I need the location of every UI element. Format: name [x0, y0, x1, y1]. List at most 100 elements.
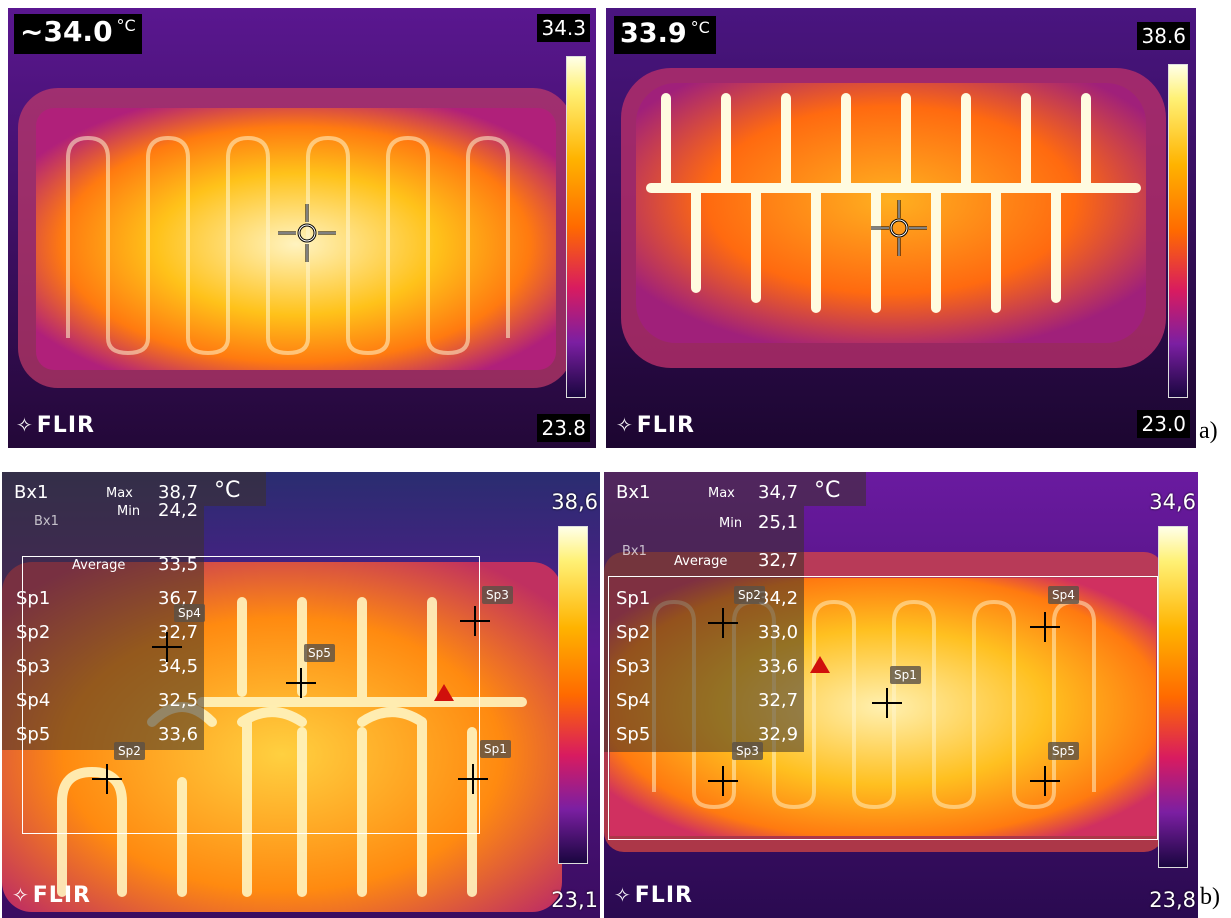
spot-marker-sp3[interactable] — [708, 766, 738, 796]
spot-name: Sp4 — [616, 690, 651, 711]
min-label: Min — [117, 504, 141, 519]
spot-marker-sp5[interactable] — [1030, 766, 1060, 796]
spot-marker-sp3[interactable] — [460, 606, 490, 636]
spot-tag: Sp2 — [734, 586, 765, 604]
thermal-heatmap — [606, 8, 1196, 448]
min-value: 24,2 — [158, 500, 199, 521]
measurement-box-bx1[interactable] — [608, 576, 1158, 840]
measurement-text: Bx1 Max 38,7 Bx1 Min 24,2 Average 33,5 S… — [2, 472, 198, 745]
flir-logo: ✧ FLIR — [12, 883, 91, 908]
temperature-unit: °C — [690, 18, 710, 37]
spot-name: Sp3 — [16, 656, 51, 677]
temperature-unit: °C — [814, 478, 841, 503]
scale-max-value: 38.6 — [1137, 22, 1190, 50]
spot-tag: Sp3 — [482, 586, 513, 604]
spot-marker-sp4[interactable] — [1030, 612, 1060, 642]
spot-tag: Sp3 — [732, 742, 763, 760]
spot-name: Sp1 — [616, 588, 651, 609]
thermal-image-a-left: ~34.0 °C 34.3 23.8 ✧ FLIR — [8, 8, 596, 448]
measurement-box-bx1[interactable] — [22, 556, 480, 834]
spot-value: 33,6 — [158, 724, 199, 745]
scale-min-value: 23,8 — [1149, 888, 1196, 912]
measurement-text: Bx1 Max 34,7 Bx1 Min 25,1 Average 32,7 S… — [604, 472, 798, 745]
max-value: 34,7 — [758, 482, 799, 503]
average-value: 32,7 — [758, 550, 799, 571]
spot-tag: Sp1 — [890, 666, 921, 684]
color-scale-bar — [1168, 64, 1188, 398]
scale-max-value: 38,6 — [551, 490, 598, 514]
thermal-image-b-left: Bx1 Max 38,7 Bx1 Min 24,2 Average 33,5 S… — [2, 472, 600, 918]
spot-marker-sp2[interactable] — [92, 764, 122, 794]
measurement-panel — [2, 472, 204, 750]
spot-value: 33,6 — [758, 656, 799, 677]
max-label: Max — [106, 486, 133, 501]
flir-logo: ✧ FLIR — [616, 413, 695, 438]
average-label: Average — [72, 558, 126, 573]
spot-tag: Sp5 — [304, 644, 335, 662]
flir-brand-text: FLIR — [36, 413, 95, 438]
measurement-panel — [604, 472, 804, 752]
max-value: 38,7 — [158, 482, 199, 503]
flir-brand-text: FLIR — [636, 413, 695, 438]
measurement-header — [804, 472, 866, 506]
spot-tag: Sp5 — [1048, 742, 1079, 760]
box-tag: Bx1 — [622, 544, 647, 559]
spot-value: 32,7 — [158, 622, 199, 643]
scale-min-value: 23.0 — [1137, 410, 1190, 438]
crosshair-icon — [278, 204, 336, 262]
thermal-image-b-right: Bx1 Max 34,7 Bx1 Min 25,1 Average 32,7 S… — [604, 472, 1198, 918]
spot-name: Sp2 — [16, 622, 51, 643]
average-value: 33,5 — [158, 554, 199, 575]
max-marker-icon — [434, 684, 454, 701]
spot-temperature-readout: ~34.0 °C — [14, 14, 142, 54]
box-label: Bx1 — [14, 482, 49, 503]
spot-tag: Sp4 — [174, 604, 205, 622]
spot-value: 36,7 — [158, 588, 199, 609]
temperature-unit: °C — [116, 16, 136, 35]
spot-name: Sp4 — [16, 690, 51, 711]
flir-logo: ✧ FLIR — [16, 413, 95, 438]
thermal-image-a-right: 33.9 °C 38.6 23.0 ✧ FLIR — [606, 8, 1196, 448]
flir-logo-icon: ✧ — [12, 883, 30, 907]
crosshair-icon — [871, 200, 927, 256]
spot-temperature-value: ~34.0 — [20, 15, 113, 48]
spot-temperature-readout: 33.9 °C — [614, 16, 716, 54]
spot-marker-sp5[interactable] — [286, 668, 316, 698]
temperature-unit: °C — [214, 478, 241, 503]
min-value: 25,1 — [758, 512, 799, 533]
box-label: Bx1 — [616, 482, 651, 503]
spot-value: 33,0 — [758, 622, 799, 643]
flir-logo-icon: ✧ — [16, 413, 34, 437]
flir-logo-icon: ✧ — [614, 883, 632, 907]
box-tag: Bx1 — [34, 514, 59, 529]
measurement-header — [204, 472, 266, 506]
max-marker-icon — [810, 656, 830, 673]
color-scale-bar — [566, 56, 586, 398]
flir-logo-icon: ✧ — [616, 413, 634, 437]
spot-tag: Sp1 — [480, 740, 511, 758]
color-scale-bar — [558, 526, 588, 864]
scale-min-value: 23,1 — [551, 888, 598, 912]
scale-max-value: 34.3 — [537, 14, 590, 42]
flir-logo: ✧ FLIR — [614, 883, 693, 908]
average-label: Average — [674, 554, 728, 569]
spot-value: 34,5 — [158, 656, 199, 677]
flir-brand-text: FLIR — [32, 883, 91, 908]
spot-tag: Sp2 — [114, 742, 145, 760]
flir-brand-text: FLIR — [634, 883, 693, 908]
spot-name: Sp2 — [616, 622, 651, 643]
spot-value: 32,7 — [758, 690, 799, 711]
scale-max-value: 34,6 — [1149, 490, 1196, 514]
spot-value: 32,5 — [158, 690, 199, 711]
spot-name: Sp3 — [616, 656, 651, 677]
color-scale-bar — [1158, 526, 1188, 868]
spot-name: Sp1 — [16, 588, 51, 609]
spot-marker-sp2[interactable] — [708, 608, 738, 638]
max-label: Max — [708, 486, 735, 501]
spot-value: 34,2 — [758, 588, 799, 609]
spot-marker-sp1[interactable] — [458, 764, 488, 794]
spot-marker-sp1[interactable] — [872, 688, 902, 718]
caption-a: a) — [1199, 418, 1218, 444]
spot-marker-sp4[interactable] — [152, 632, 182, 662]
spot-value: 32,9 — [758, 724, 799, 745]
